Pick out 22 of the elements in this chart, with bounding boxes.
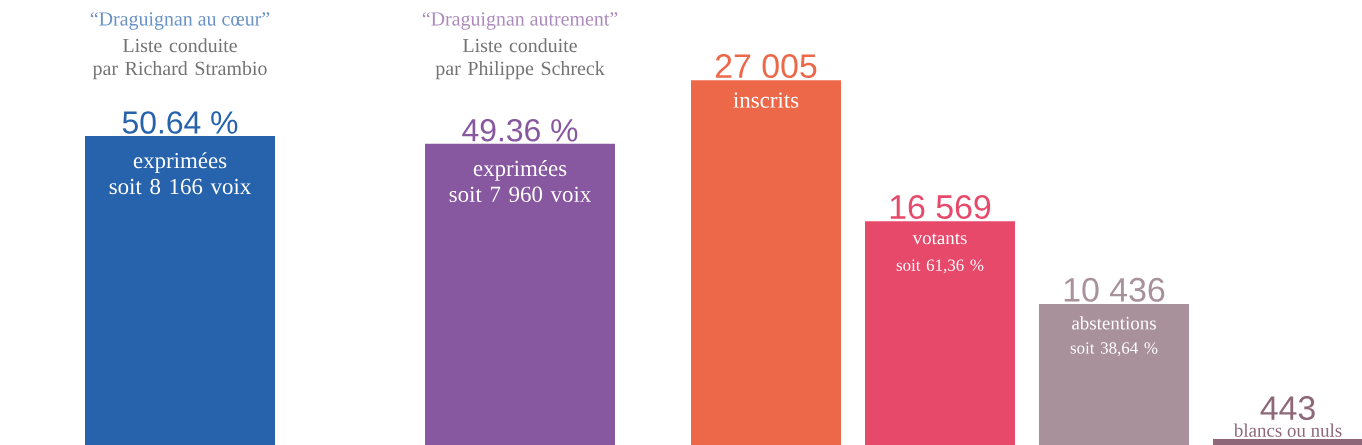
data-label: 16 569 xyxy=(890,195,991,219)
data-label: 50.64 % xyxy=(122,111,238,134)
data-label: 443 xyxy=(1260,396,1315,421)
data-label: 49.36 % xyxy=(462,119,578,142)
text: Liste conduite par Richard Strambio xyxy=(92,38,267,80)
annotation: exprimées soit 7 960 voix xyxy=(449,159,592,203)
x-tick-label: “Draguignan autrement” xyxy=(422,12,618,30)
bar xyxy=(865,221,1016,445)
x-tick-label: votants xyxy=(912,233,967,245)
data-label: 10 436 xyxy=(1064,277,1165,302)
bar xyxy=(691,80,842,445)
annotation: soit 61,36 % xyxy=(896,259,984,274)
annotation: exprimées soit 8 166 voix xyxy=(109,152,252,195)
data-label: 27 005 xyxy=(715,54,817,79)
bar xyxy=(1213,439,1362,445)
x-tick-label: inscrits xyxy=(733,92,799,108)
annotation: soit 38,64 % xyxy=(1070,342,1158,357)
x-tick-label: abstentions xyxy=(1072,316,1156,330)
x-tick-label: “Draguignan au cœur” xyxy=(90,12,270,30)
x-tick-label: blancs ou nuls xyxy=(1233,423,1342,437)
text: Liste conduite par Philippe Schreck xyxy=(435,38,605,80)
bar xyxy=(1039,304,1190,445)
